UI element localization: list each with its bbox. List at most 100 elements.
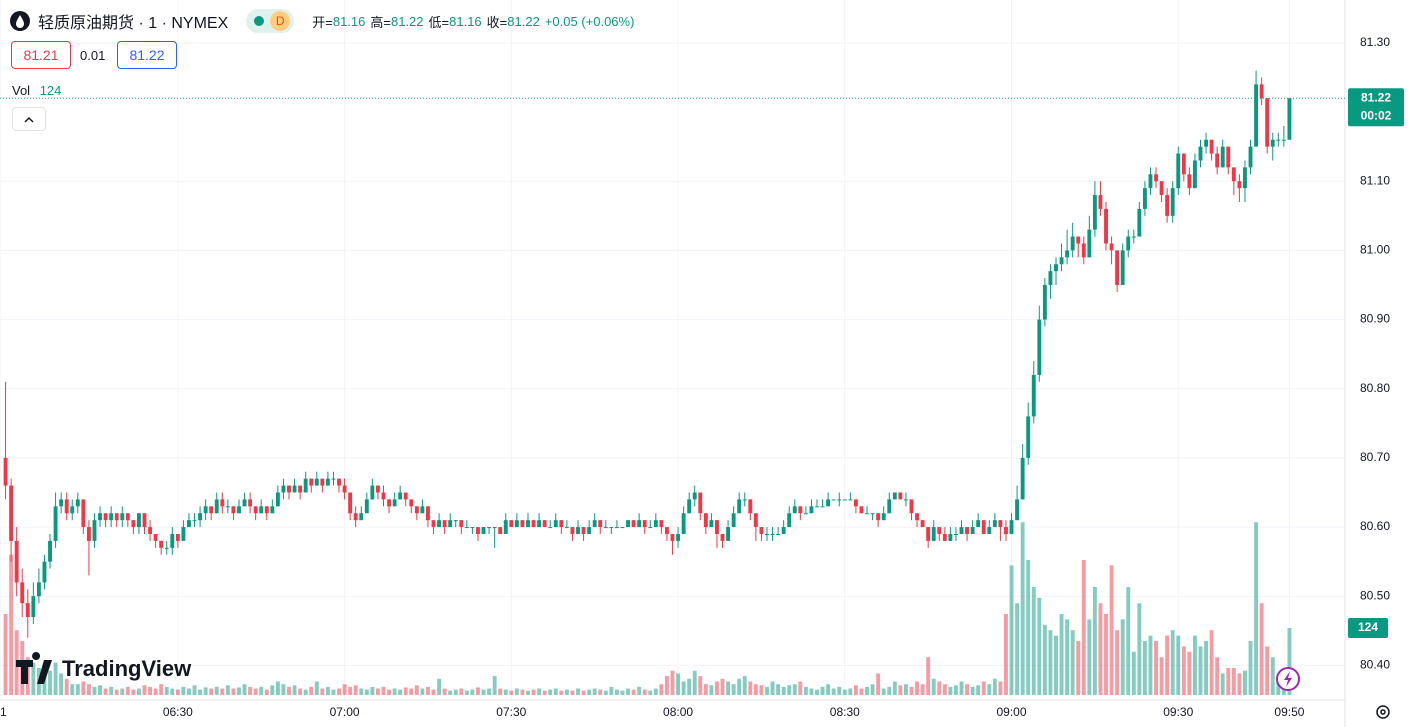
- x-tick-label: 09:00: [997, 705, 1027, 719]
- candle-body: [342, 485, 347, 493]
- candle-body: [470, 527, 475, 529]
- candle-body: [403, 492, 408, 500]
- volume-bar: [981, 681, 986, 695]
- volume-bar: [965, 684, 970, 695]
- volume-bar: [431, 689, 436, 695]
- volume-bar: [325, 686, 330, 695]
- volume-bar: [48, 670, 52, 695]
- volume-bar: [359, 688, 364, 695]
- candle-body: [1092, 195, 1097, 230]
- candle-body: [1131, 236, 1136, 238]
- volume-bar: [1237, 673, 1242, 695]
- volume-bar: [92, 686, 97, 695]
- candle-body: [53, 506, 58, 541]
- candle-body: [620, 527, 625, 529]
- candle-body: [1154, 174, 1158, 182]
- candle-body: [776, 533, 781, 535]
- volume-bar: [287, 686, 291, 695]
- sell-button[interactable]: 81.21: [11, 41, 71, 69]
- volume-bar: [976, 685, 981, 695]
- volume-bar: [614, 689, 619, 695]
- candle-body: [926, 527, 931, 541]
- volume-bar: [987, 684, 992, 695]
- candle-body: [876, 513, 881, 521]
- candle-body: [581, 527, 586, 534]
- candle-body: [1220, 146, 1225, 168]
- candle-body: [865, 513, 869, 515]
- candle-body: [498, 527, 503, 534]
- volume-bar: [603, 690, 608, 695]
- volume-bar: [742, 676, 747, 695]
- candle-body: [720, 533, 725, 541]
- candle-body: [1042, 284, 1047, 320]
- volume-bar: [820, 686, 825, 695]
- volume-bar: [948, 686, 953, 695]
- candle-body: [803, 513, 808, 515]
- lightning-button[interactable]: [1276, 667, 1300, 691]
- volume-bar: [1020, 522, 1025, 695]
- volume-bar: [542, 690, 547, 695]
- candle-body: [526, 520, 530, 528]
- volume-bar: [375, 688, 380, 695]
- candle-body: [392, 499, 397, 507]
- candle-body: [1037, 319, 1042, 375]
- volume-bar: [331, 689, 336, 695]
- candle-body: [1254, 84, 1259, 147]
- volume-bar: [892, 681, 897, 695]
- candle-body: [109, 513, 114, 521]
- high-value: 81.22: [390, 13, 424, 29]
- volume-bar: [1165, 635, 1170, 695]
- volume-bar: [798, 681, 803, 695]
- candle-body: [59, 499, 64, 507]
- candle-body: [381, 492, 386, 500]
- settings-button[interactable]: [1376, 705, 1390, 719]
- volume-bar: [3, 614, 8, 695]
- collapse-button[interactable]: [12, 107, 46, 131]
- volume-bar: [720, 678, 725, 695]
- spread: 0.01: [80, 48, 106, 63]
- candle-body: [231, 506, 236, 514]
- volume-bar: [1220, 673, 1225, 695]
- volume-bar: [275, 681, 280, 695]
- candle-body: [820, 506, 825, 508]
- candle-body: [576, 527, 580, 534]
- candle-body: [987, 527, 992, 534]
- candle-body: [1109, 243, 1114, 251]
- candle-body: [264, 506, 269, 514]
- volume-bar: [303, 689, 308, 695]
- volume-bar: [1198, 646, 1203, 695]
- candle-body: [1142, 188, 1147, 209]
- volume-bar: [392, 688, 397, 695]
- volume-bar: [487, 688, 492, 695]
- logo-icon: [16, 652, 52, 684]
- buy-button[interactable]: 81.22: [117, 41, 177, 69]
- volume-bar: [1115, 630, 1120, 695]
- volume-bar: [464, 690, 469, 695]
- candle-body: [787, 513, 792, 528]
- volume-bar: [620, 690, 625, 695]
- candle-body: [1026, 416, 1031, 458]
- candle-body: [770, 533, 775, 535]
- volume-bar: [731, 684, 736, 695]
- candle-body: [437, 520, 442, 528]
- ask-price: 81.22: [129, 47, 165, 63]
- candle-body: [1031, 374, 1036, 417]
- volume-bar: [142, 685, 147, 695]
- candle-body: [275, 492, 280, 507]
- candle-body: [609, 527, 614, 529]
- status-badge[interactable]: D: [246, 9, 295, 33]
- volume-bar: [1031, 587, 1036, 695]
- candle-body: [242, 499, 247, 507]
- volume-bar: [887, 686, 892, 695]
- legend-header: 轻质原油期货 · 1 · NYMEX D 开= 81.16 高= 81.22 低= 8…: [0, 8, 634, 34]
- candle-body: [364, 499, 369, 514]
- candle-body: [36, 582, 41, 597]
- candle-body: [70, 506, 75, 514]
- candle-body: [1231, 167, 1236, 182]
- candle-body: [359, 513, 364, 521]
- volume-bar: [1087, 619, 1092, 695]
- candle-body: [20, 582, 25, 604]
- volume-bar: [164, 686, 169, 695]
- candle-body: [1059, 257, 1064, 265]
